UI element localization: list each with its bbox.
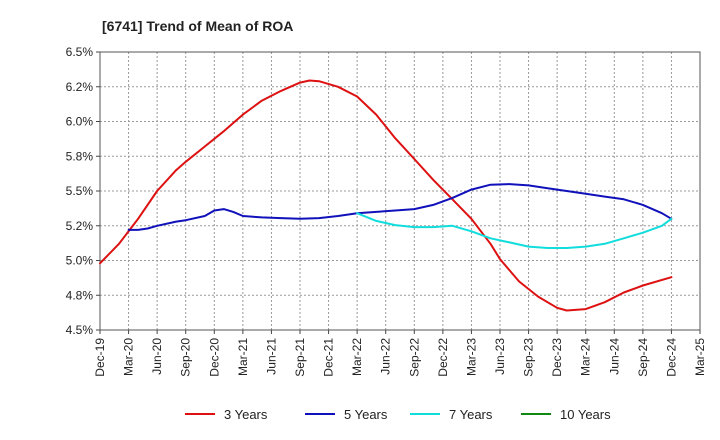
legend: 3 Years 5 Years 7 Years 10 Years bbox=[185, 407, 611, 422]
series-line-7-years bbox=[356, 212, 673, 249]
legend-item-5-years: 5 Years bbox=[305, 407, 388, 422]
x-tick-label: Mar-23 bbox=[464, 338, 478, 376]
legend-item-7-years: 7 Years bbox=[410, 407, 493, 422]
y-tick-label: 6.0% bbox=[66, 115, 94, 129]
x-tick-label: Mar-20 bbox=[122, 338, 136, 376]
x-tick-label: Dec-22 bbox=[436, 338, 450, 377]
x-tick-label: Jun-20 bbox=[150, 338, 164, 375]
x-tick-label: Mar-24 bbox=[579, 338, 593, 376]
plot-area: 4.5% 4.8% 5.0% 5.2% 5.5% 5.8% 6.0% 6.2% 6.5% Dec-… bbox=[66, 45, 707, 377]
x-tick-label: Dec-24 bbox=[664, 338, 678, 377]
legend-item-10-years: 10 Years bbox=[521, 407, 611, 422]
y-tick-label: 5.5% bbox=[66, 184, 94, 198]
x-tick-label: Mar-22 bbox=[350, 338, 364, 376]
x-tick-label: Mar-25 bbox=[693, 338, 707, 376]
x-tick-label: Jun-23 bbox=[493, 338, 507, 375]
x-tick-label: Dec-20 bbox=[207, 338, 221, 377]
x-tick-label: Dec-21 bbox=[322, 338, 336, 377]
legend-label: 3 Years bbox=[224, 407, 268, 422]
x-tick-label: Jun-22 bbox=[379, 338, 393, 375]
x-tick-label: Sep-23 bbox=[522, 338, 536, 377]
x-tick-label: Dec-19 bbox=[93, 338, 107, 377]
x-tick-label: Sep-21 bbox=[293, 338, 307, 377]
x-tick-label: Sep-20 bbox=[179, 338, 193, 377]
y-tick-label: 6.5% bbox=[66, 45, 94, 59]
y-tick-label: 5.0% bbox=[66, 254, 94, 268]
legend-label: 5 Years bbox=[344, 407, 388, 422]
series-line-3-years bbox=[99, 79, 673, 312]
plot-frame bbox=[99, 51, 701, 331]
x-tick-label: Mar-21 bbox=[236, 338, 250, 376]
y-tick-label: 5.2% bbox=[66, 219, 94, 233]
y-tick-label: 6.2% bbox=[66, 80, 94, 94]
y-tick-label: 5.8% bbox=[66, 149, 94, 163]
y-tick-label: 4.8% bbox=[66, 288, 94, 302]
legend-label: 10 Years bbox=[560, 407, 611, 422]
y-tick-label: 4.5% bbox=[66, 323, 94, 337]
chart-title: [6741] Trend of Mean of ROA bbox=[102, 18, 293, 34]
x-tick-label: Jun-21 bbox=[264, 338, 278, 375]
x-tick-label: Sep-22 bbox=[407, 338, 421, 377]
legend-label: 7 Years bbox=[449, 407, 493, 422]
x-tick-label: Dec-23 bbox=[550, 338, 564, 377]
x-tick-label: Sep-24 bbox=[636, 338, 650, 377]
legend-item-3-years: 3 Years bbox=[185, 407, 268, 422]
x-tick-label: Jun-24 bbox=[607, 338, 621, 375]
series-line-5-years bbox=[127, 183, 673, 231]
